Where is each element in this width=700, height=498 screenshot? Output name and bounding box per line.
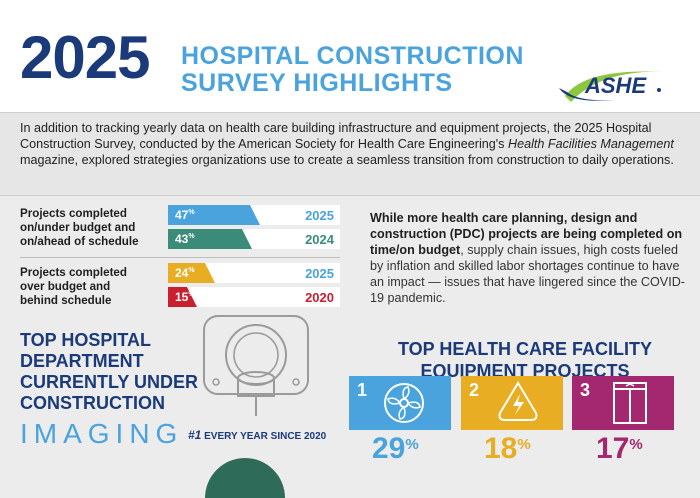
equipment-card-2: 2: [461, 376, 563, 430]
intro-paragraph: In addition to tracking yearly data on h…: [20, 121, 674, 167]
trend-paragraph: While more health care planning, design …: [370, 211, 685, 305]
decorative-circle: [205, 458, 285, 498]
bar-2025-over-budget: 24% 2025: [168, 263, 340, 283]
department-heading: TOP HOSPITAL DEPARTMENT CURRENTLY UNDER …: [20, 330, 199, 413]
rank-number: 3: [580, 380, 591, 400]
bar-percent: 24%: [175, 266, 195, 280]
bar-2020-over-budget: 15% 2020: [168, 287, 340, 307]
bar-year: 2025: [305, 266, 334, 281]
equipment-card-3: 3: [572, 376, 674, 430]
electrical-icon: [498, 381, 538, 421]
title-line-1: HOSPITAL CONSTRUCTION: [181, 42, 524, 70]
bar-year: 2024: [305, 232, 334, 247]
elevator-icon: [613, 382, 647, 424]
equipment-card-1: 1: [349, 376, 451, 430]
bar-percent: 43%: [175, 232, 195, 246]
bar-2024-on-budget: 43% 2024: [168, 229, 340, 249]
logo-text: ASHE: [584, 73, 647, 98]
divider: [20, 257, 340, 258]
on-budget-label: Projects completed on/under budget and o…: [20, 207, 139, 248]
equipment-percent-1: 29%: [372, 432, 419, 465]
mri-scanner-icon: [196, 312, 316, 427]
header: [0, 0, 700, 112]
over-budget-label: Projects completed over budget and behin…: [20, 266, 127, 307]
bar-percent: 47%: [175, 208, 195, 222]
bar-fill: [168, 229, 252, 249]
bar-fill: [168, 205, 260, 225]
title-line-2: SURVEY HIGHLIGHTS: [181, 69, 453, 97]
equipment-percent-3: 17%: [596, 432, 643, 465]
bar-year: 2020: [305, 290, 334, 305]
since-note: #1 EVERY YEAR SINCE 2020: [188, 428, 327, 442]
bar-fill: [168, 263, 215, 283]
bar-percent: 15%: [175, 290, 195, 304]
bar-2025-on-budget: 47% 2025: [168, 205, 340, 225]
fan-icon: [384, 383, 424, 423]
rank-number: 1: [357, 380, 368, 400]
equipment-percent-2: 18%: [484, 432, 531, 465]
bar-year: 2025: [305, 208, 334, 223]
intro-band: [0, 112, 700, 196]
top-department-name: IMAGING: [20, 418, 184, 449]
report-year: 2025: [20, 24, 150, 91]
ashe-logo: ASHE: [555, 58, 680, 108]
rank-number: 2: [469, 380, 480, 400]
magazine-name: Health Facilities Management: [507, 137, 674, 151]
